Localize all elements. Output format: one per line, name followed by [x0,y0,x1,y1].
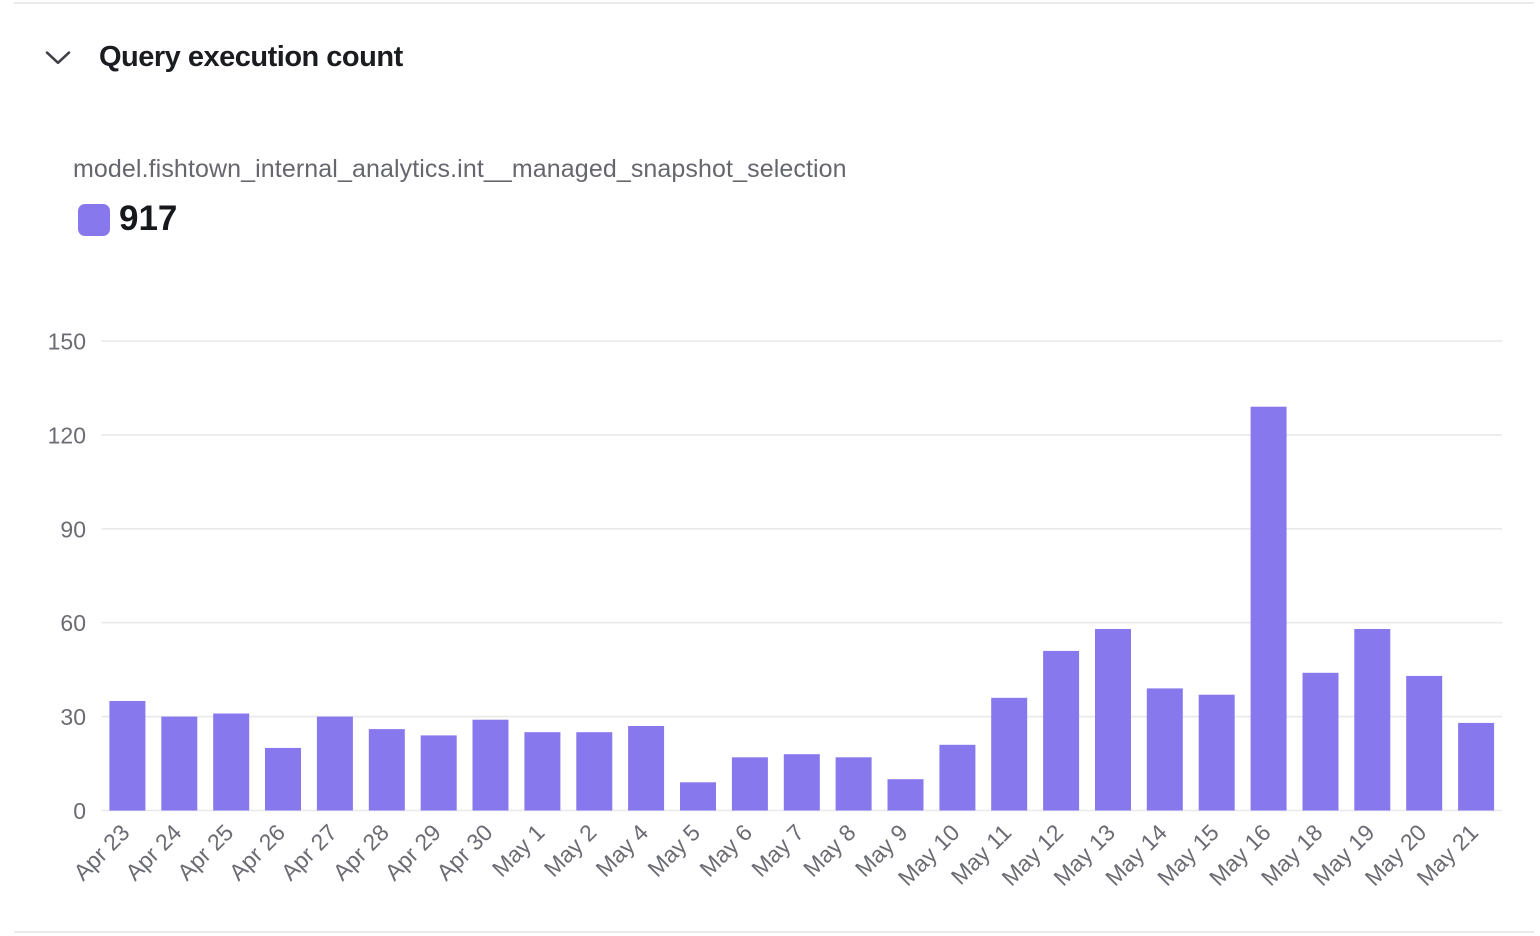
svg-text:Apr 29: Apr 29 [380,819,446,885]
svg-text:Apr 23: Apr 23 [68,819,134,885]
svg-text:May 1: May 1 [487,819,550,882]
svg-text:60: 60 [60,610,86,636]
svg-text:Apr 25: Apr 25 [172,819,238,885]
svg-text:May 2: May 2 [539,819,602,882]
svg-text:Apr 27: Apr 27 [276,819,342,885]
svg-text:May 4: May 4 [591,819,654,882]
svg-text:30: 30 [60,704,86,730]
svg-text:120: 120 [48,422,86,448]
svg-text:Apr 24: Apr 24 [120,819,186,885]
svg-text:0: 0 [73,798,86,824]
svg-text:May 5: May 5 [642,819,705,882]
svg-text:Apr 28: Apr 28 [328,819,394,885]
svg-text:May 8: May 8 [798,819,861,882]
svg-text:90: 90 [60,516,86,542]
svg-text:May 6: May 6 [694,819,757,882]
svg-text:150: 150 [48,329,86,355]
svg-text:May 7: May 7 [746,819,809,882]
svg-text:Apr 30: Apr 30 [431,819,497,885]
svg-text:Apr 26: Apr 26 [224,819,290,885]
